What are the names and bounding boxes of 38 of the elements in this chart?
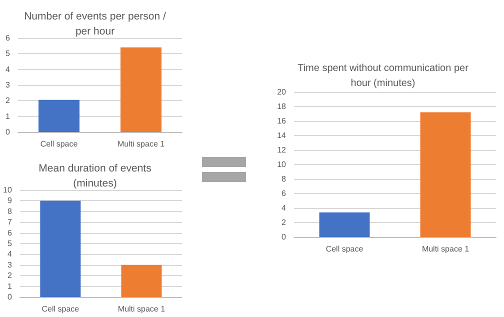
y-tick-label: 8	[282, 174, 287, 184]
y-tick-label: 6	[7, 228, 12, 238]
y-tick-label: 2	[7, 271, 12, 280]
y-tick-label: 4	[7, 250, 12, 259]
y-tick-label: 10	[277, 160, 287, 169]
x-tick-label: Multi space 1	[117, 140, 166, 148]
y-tick-label: 2	[6, 96, 11, 106]
y-tick-label: 6	[6, 34, 11, 42]
y-tick-label: 14	[277, 131, 287, 140]
x-tick-label: Multi space 1	[118, 304, 166, 314]
y-tick-label: 9	[7, 196, 12, 206]
y-tick-label: 5	[6, 49, 11, 58]
x-tick-label: Cell space	[40, 140, 78, 148]
chart-title: Mean duration of events (minutes)	[38, 162, 152, 190]
y-tick-label: 18	[277, 102, 287, 111]
chart-title: Number of events per person / per hour	[24, 10, 166, 38]
y-tick-label: 4	[6, 64, 11, 74]
y-tick-label: 4	[282, 204, 287, 212]
x-tick-label: Cell space	[326, 244, 364, 254]
y-tick-label: 3	[6, 80, 11, 90]
y-tick-label: 3	[7, 260, 12, 270]
y-tick-label: 10	[2, 186, 12, 194]
y-tick-label: 20	[277, 88, 287, 96]
y-tick-label: 6	[282, 189, 287, 198]
x-tick-label: Cell space	[42, 304, 80, 314]
y-tick-label: 12	[277, 146, 287, 154]
y-tick-label: 0	[6, 128, 11, 136]
y-tick-label: 1	[6, 112, 11, 121]
y-tick-label: 1	[7, 282, 12, 291]
y-tick-label: 5	[7, 239, 12, 248]
y-tick-label: 2	[282, 218, 287, 227]
y-tick-label: 0	[7, 292, 12, 302]
x-tick-label: Multi space 1	[422, 244, 470, 254]
y-tick-label: 16	[277, 116, 287, 126]
y-tick-label: 7	[7, 218, 12, 227]
chart-title: Time spent without communication per hour (minutes)	[298, 63, 470, 89]
y-tick-label: 8	[7, 206, 12, 216]
y-tick-label: 0	[282, 232, 287, 242]
